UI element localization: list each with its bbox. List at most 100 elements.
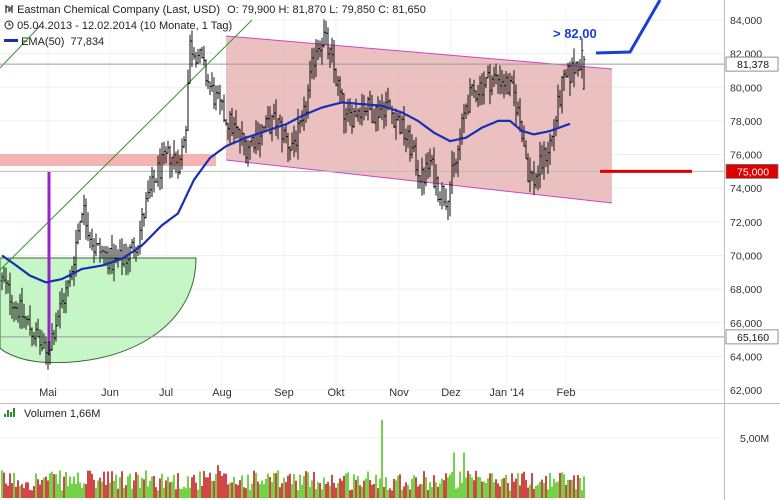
volume-bar	[365, 478, 367, 498]
volume-bar	[447, 477, 449, 498]
volume-bar	[319, 483, 321, 498]
volume-bar	[309, 487, 311, 498]
y-tick-label: 72,000	[730, 217, 762, 229]
volume-bar	[225, 473, 227, 498]
y-tick-label: 68,000	[730, 284, 762, 296]
volume-bar	[431, 487, 433, 498]
volume-bar	[293, 473, 295, 498]
volume-bar	[301, 484, 303, 498]
volume-bar	[467, 470, 469, 498]
axis-layer: 62,000 64,000 66,000 68,000 70,000 72,000 74,0…	[4, 15, 779, 445]
volume-bar	[315, 489, 317, 498]
volume-bar	[381, 419, 383, 498]
volume-bar	[325, 483, 327, 498]
volume-bar	[157, 490, 159, 498]
volume-bar	[277, 470, 279, 498]
volume-bar	[511, 473, 513, 498]
volume-bar	[147, 486, 149, 498]
volume-bar	[167, 476, 169, 498]
volume-bar	[457, 487, 459, 498]
volume-bar	[495, 479, 497, 498]
descending-channel	[226, 36, 612, 203]
volume-bar	[49, 473, 51, 498]
ema-legend-swatch	[4, 39, 18, 42]
volume-bar	[321, 489, 323, 498]
volume-bar	[535, 485, 537, 498]
volume-bar	[103, 471, 105, 498]
volume-bar	[245, 488, 247, 498]
y-tick-label: 62,000	[730, 385, 762, 397]
volume-bar	[529, 484, 531, 498]
volume-bar	[201, 485, 203, 498]
volume-bar	[517, 473, 519, 498]
volume-bar	[91, 473, 93, 498]
volume-bar	[383, 486, 385, 498]
y-tick-label: 66,000	[730, 318, 762, 330]
volume-bar	[441, 478, 443, 498]
volume-bar	[117, 488, 119, 498]
volume-bar	[121, 471, 123, 498]
volume-bar	[363, 480, 365, 498]
volume-bar	[47, 480, 49, 498]
volume-bar	[519, 485, 521, 498]
x-tick-label: Jul	[159, 387, 173, 399]
volume-bar	[287, 475, 289, 498]
volume-bar	[571, 479, 573, 498]
volume-bar	[141, 477, 143, 498]
volume-layer	[1, 419, 585, 498]
volume-bar	[503, 478, 505, 498]
channel-lower-line	[225, 159, 613, 204]
volume-bar	[31, 490, 33, 498]
volume-bar	[417, 486, 419, 498]
chart-header-line2: 05.04.2013 - 12.02.2014 (10 Monate, 1 Ta…	[4, 20, 232, 32]
volume-bar	[113, 481, 115, 498]
volume-bar	[435, 482, 437, 498]
volume-bar	[469, 474, 471, 498]
volume-bar	[373, 483, 375, 498]
volume-label: Volumen 1,66M	[24, 408, 100, 420]
volume-bar	[7, 485, 9, 498]
volume-bar	[439, 483, 441, 498]
volume-bar	[263, 484, 265, 498]
volume-bar	[223, 473, 225, 498]
volume-bar	[445, 473, 447, 498]
volume-bar	[191, 477, 193, 498]
volume-bar	[183, 486, 185, 498]
volume-bar	[171, 481, 173, 498]
volume-bar	[397, 475, 399, 498]
volume-bar	[175, 489, 177, 498]
volume-bar	[259, 484, 261, 498]
volume-bar	[497, 483, 499, 498]
volume-bar	[37, 479, 39, 498]
volume-legend-bar	[10, 412, 12, 417]
volume-bar	[339, 478, 341, 498]
volume-bar	[375, 474, 377, 498]
volume-bar	[291, 484, 293, 498]
volume-bar	[271, 482, 273, 498]
volume-bar	[351, 489, 353, 498]
volume-bar	[305, 471, 307, 498]
value-marker-box	[725, 329, 779, 345]
volume-bar	[533, 488, 535, 498]
volume-bar	[377, 488, 379, 498]
volume-bar	[27, 482, 29, 498]
chart-header-line3[interactable]: EMA(50) 77,834	[4, 36, 104, 48]
volume-bar	[313, 471, 315, 498]
volume-bar	[189, 487, 191, 498]
volume-bar	[451, 472, 453, 498]
volume-bar	[15, 486, 17, 498]
volume-bar	[523, 471, 525, 498]
volume-bar	[421, 483, 423, 498]
volume-bar	[221, 476, 223, 498]
volume-bar	[139, 488, 141, 498]
volume-bar	[527, 487, 529, 498]
volume-bar	[415, 477, 417, 498]
volume-bar	[193, 474, 195, 498]
volume-bar	[5, 483, 7, 498]
volume-bar	[337, 483, 339, 498]
target-line	[595, 0, 662, 55]
volume-bar	[515, 478, 517, 498]
uptrend-line	[0, 19, 253, 271]
volume-bar	[295, 480, 297, 498]
